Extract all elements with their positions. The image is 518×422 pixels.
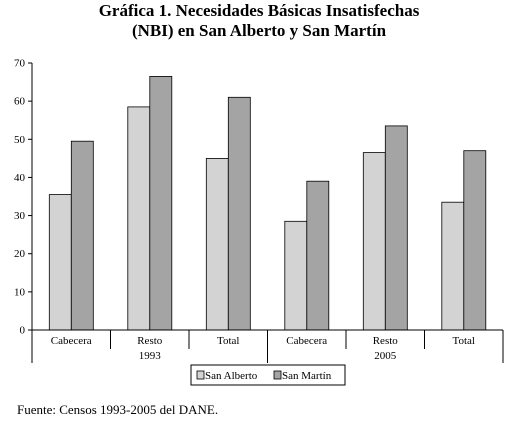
x-category-label: Total xyxy=(453,335,475,347)
bar-chart: 0 10 20 30 40 50 60 70 Cabecera Resto Total Cabecer… xyxy=(14,58,504,386)
x-category-label: Total xyxy=(217,335,239,347)
chart-title-line-1: Gráfica 1. Necesidades Básicas Insatisfe… xyxy=(98,1,420,20)
source-note: Fuente: Censos 1993-2005 del DANE. xyxy=(17,402,219,417)
y-tick-label: 10 xyxy=(14,286,26,298)
bar-san-martin-2 xyxy=(149,76,173,331)
chart-title-line-2: (NBI) en San Alberto y San Martín xyxy=(131,21,387,40)
y-tick-label: 30 xyxy=(14,210,26,222)
legend-box xyxy=(190,364,346,386)
x-category-label: Cabecera xyxy=(51,335,92,347)
x-category-label: Resto xyxy=(137,335,163,347)
y-tick-label: 70 xyxy=(14,58,26,70)
bar-san-alberto-5 xyxy=(362,152,386,331)
bar-san-alberto-2 xyxy=(127,106,151,331)
bar-san-alberto-1 xyxy=(48,194,72,331)
bar-san-alberto-3 xyxy=(205,157,229,331)
bar-san-martin-1 xyxy=(70,140,94,331)
x-group-label: 2005 xyxy=(374,350,397,362)
legend-label-san-alberto: San Alberto xyxy=(205,370,258,382)
bar-san-martin-4 xyxy=(306,180,330,331)
x-category-label: Resto xyxy=(373,335,399,347)
bar-san-alberto-6 xyxy=(441,201,465,331)
legend-label-san-martin: San Martín xyxy=(282,370,332,382)
bar-san-martin-5 xyxy=(384,125,408,331)
x-group-label: 1993 xyxy=(139,350,162,362)
bar-san-martin-3 xyxy=(227,96,251,331)
y-tick-label: 0 xyxy=(20,325,26,337)
x-category-label: Cabecera xyxy=(286,335,327,347)
y-tick-label: 60 xyxy=(14,96,26,108)
legend-swatch-san-martin xyxy=(273,370,282,380)
y-tick-label: 20 xyxy=(14,248,26,260)
y-tick-label: 50 xyxy=(14,134,26,146)
bar-san-martin-6 xyxy=(463,150,487,331)
legend-swatch-san-alberto xyxy=(196,370,205,380)
y-tick-label: 40 xyxy=(14,172,26,184)
bar-san-alberto-4 xyxy=(284,220,308,331)
